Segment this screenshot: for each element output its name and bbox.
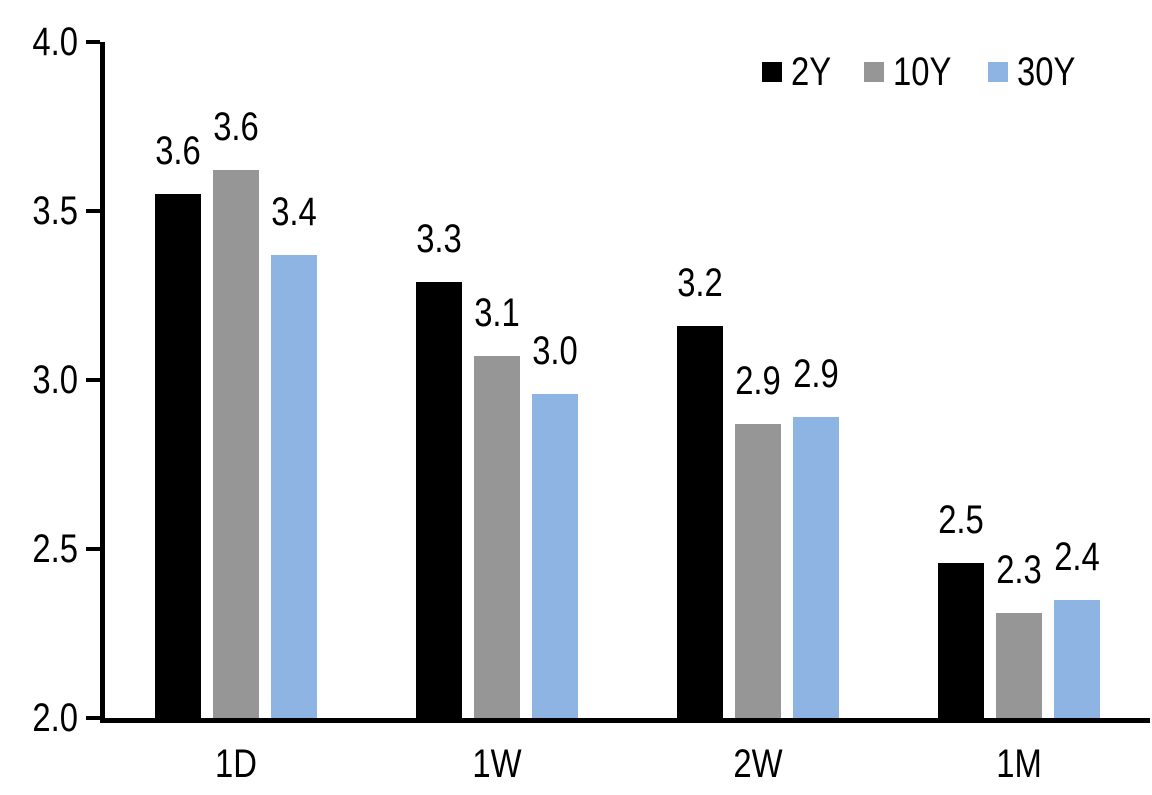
- y-axis-tick-label: 2.0: [32, 696, 78, 740]
- legend-item-2Y: 2Y: [761, 50, 840, 94]
- bar-10Y-1M: [996, 613, 1042, 718]
- bars-layer: 3.6 3.6 3.4 3.3 3.1 3.0 3.2 2.9 2.9 2.5 2.3 2.4: [105, 42, 1150, 718]
- bar-value-label: 2.9: [793, 352, 839, 396]
- y-axis-tick-mark: [86, 40, 100, 44]
- legend-label: 30Y: [1016, 50, 1076, 94]
- y-axis-tick-label: 3.5: [32, 189, 78, 233]
- bar-value-label: 2.5: [938, 498, 984, 542]
- bar-value-label: 3.4: [271, 190, 317, 234]
- x-axis-category-label: 1M: [996, 742, 1043, 786]
- bar-2Y-1M: [938, 563, 984, 718]
- bar-2Y-1W: [416, 282, 462, 718]
- bar-value-label: 3.0: [532, 329, 578, 373]
- bar-value-label: 2.3: [996, 548, 1042, 592]
- bar-value-label: 3.1: [474, 291, 520, 335]
- legend-label: 2Y: [790, 50, 831, 94]
- bar-30Y-1M: [1054, 600, 1100, 718]
- bar-value-label: 3.6: [213, 105, 259, 149]
- bar-30Y-1D: [271, 255, 317, 718]
- bar-2Y-1D: [155, 194, 201, 718]
- bar-10Y-1W: [474, 356, 520, 718]
- y-axis-tick-label: 4.0: [32, 20, 78, 64]
- y-axis-tick-mark: [86, 378, 100, 382]
- y-axis-tick-mark: [86, 209, 100, 213]
- bar-10Y-2W: [735, 424, 781, 718]
- legend-swatch-icon: [863, 62, 884, 82]
- legend-label: 10Y: [892, 50, 952, 94]
- legend-item-10Y: 10Y: [863, 50, 964, 94]
- bar-value-label: 3.6: [155, 129, 201, 173]
- legend-swatch-icon: [761, 62, 782, 82]
- bar-10Y-1D: [213, 170, 259, 718]
- y-axis-tick-label: 2.5: [32, 527, 78, 571]
- bar-30Y-2W: [793, 417, 839, 718]
- bar-30Y-1W: [532, 394, 578, 718]
- x-axis-category-label: 1D: [214, 742, 257, 786]
- bar-2Y-2W: [677, 326, 723, 718]
- legend-swatch-icon: [987, 62, 1008, 82]
- bar-value-label: 2.4: [1054, 535, 1100, 579]
- bar-value-label: 2.9: [735, 359, 781, 403]
- y-axis-tick-label: 3.0: [32, 358, 78, 402]
- x-axis-category-label: 2W: [733, 742, 783, 786]
- bar-value-label: 3.3: [416, 217, 462, 261]
- legend-item-30Y: 30Y: [987, 50, 1088, 94]
- y-axis-tick-mark: [86, 547, 100, 551]
- bar-value-label: 3.2: [677, 261, 723, 305]
- x-axis-category-label: 1W: [472, 742, 522, 786]
- legend: 2Y 10Y 30Y: [761, 50, 1088, 94]
- plot-area: 3.6 3.6 3.4 3.3 3.1 3.0 3.2 2.9 2.9 2.5 2.3 2.4: [100, 42, 1150, 723]
- y-axis-tick-mark: [86, 716, 100, 720]
